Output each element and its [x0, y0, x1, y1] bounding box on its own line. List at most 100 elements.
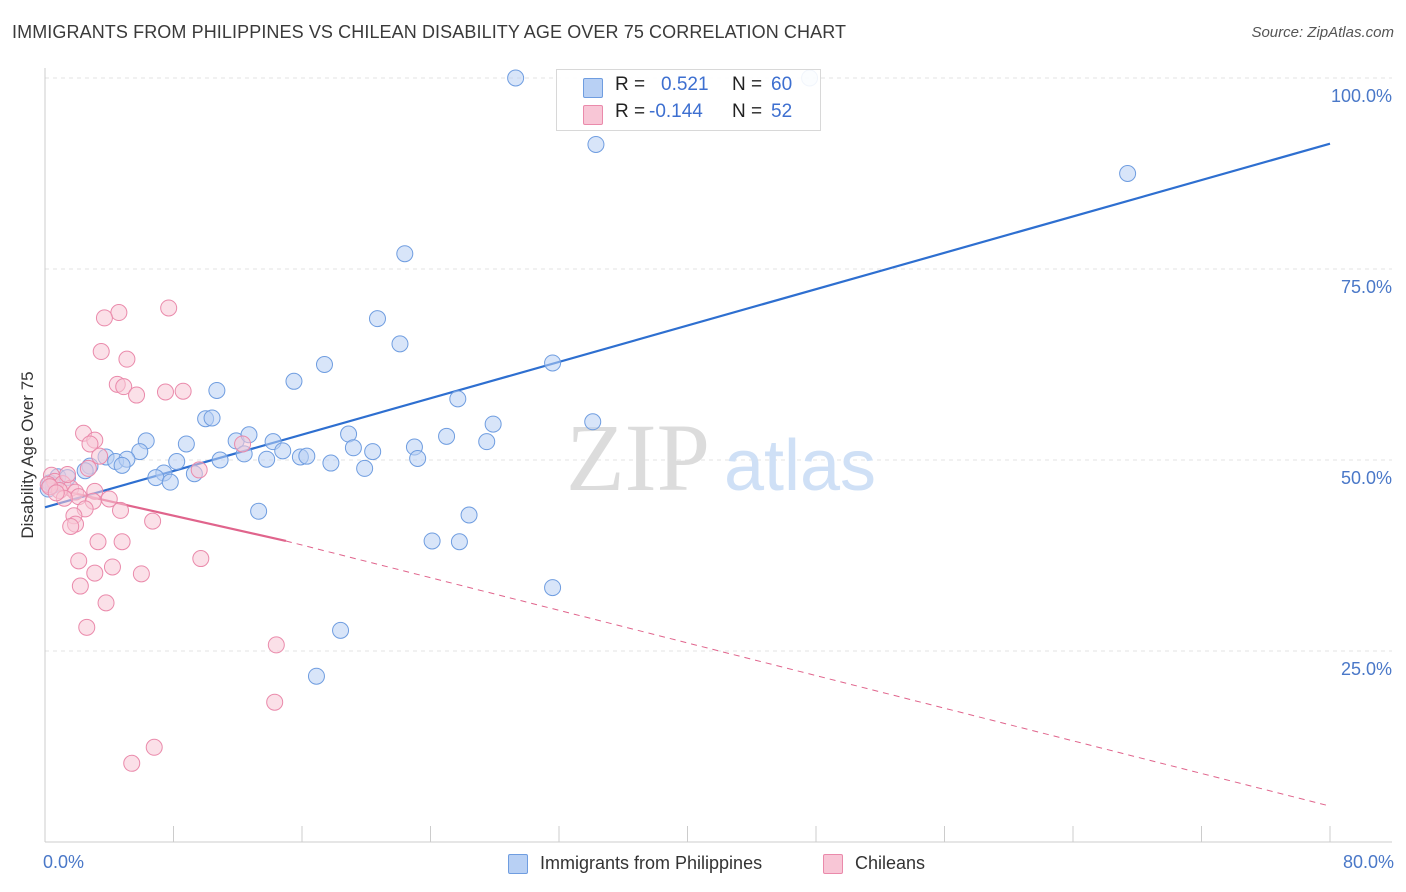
point-philippines: [298, 447, 316, 465]
point-philippines: [113, 456, 131, 474]
stats-box: R = 0.521 N = 60 R = -0.144 N = 52: [556, 69, 821, 131]
point-chileans: [92, 343, 110, 361]
r-label: R =: [615, 74, 646, 95]
point-philippines: [332, 621, 350, 639]
y-tick-label: 50.0%: [1340, 468, 1392, 488]
point-philippines: [147, 469, 165, 487]
point-philippines: [285, 372, 303, 390]
watermark-atlas: atlas: [724, 426, 876, 506]
point-chileans: [144, 512, 162, 530]
point-chileans: [156, 383, 174, 401]
trend-line-philippines: [44, 142, 1331, 509]
point-philippines: [168, 453, 186, 471]
point-chileans: [58, 466, 76, 484]
point-philippines: [1119, 165, 1137, 182]
trend-extension-chileans: [285, 540, 1331, 807]
point-chileans: [91, 447, 109, 465]
point-philippines: [587, 135, 605, 153]
swatch-chileans: [583, 105, 603, 125]
point-philippines: [544, 354, 562, 372]
r-value: -0.144: [649, 101, 703, 122]
point-philippines: [274, 442, 292, 460]
point-chileans: [86, 564, 104, 582]
point-philippines: [368, 310, 386, 328]
point-chileans: [103, 558, 121, 576]
y-tick-label: 75.0%: [1340, 277, 1392, 297]
point-chileans: [70, 552, 88, 570]
point-chileans: [266, 693, 284, 711]
point-philippines: [356, 459, 374, 477]
legend-swatch-philippines: [508, 854, 528, 874]
data-points: [39, 69, 1137, 772]
point-philippines: [423, 532, 441, 550]
point-chileans: [132, 565, 150, 583]
point-chileans: [47, 484, 65, 502]
point-philippines: [438, 427, 456, 445]
point-philippines: [450, 533, 468, 551]
point-philippines: [396, 245, 414, 263]
point-chileans: [81, 435, 99, 453]
point-chileans: [111, 501, 129, 519]
point-chileans: [62, 517, 80, 535]
point-chileans: [95, 309, 113, 327]
point-chileans: [79, 459, 97, 477]
chart-title: IMMIGRANTS FROM PHILIPPINES VS CHILEAN D…: [12, 22, 847, 42]
point-chileans: [174, 382, 192, 400]
r-label: R =: [615, 101, 646, 122]
swatch-philippines: [583, 78, 603, 98]
n-value: 52: [771, 101, 793, 122]
axes: [44, 68, 1392, 843]
point-philippines: [544, 579, 562, 597]
point-philippines: [364, 443, 382, 461]
point-philippines: [391, 335, 409, 353]
x-tick-max: 80.0%: [1342, 852, 1394, 872]
point-chileans: [97, 594, 115, 612]
point-chileans: [71, 577, 89, 595]
point-chileans: [160, 299, 178, 317]
point-philippines: [177, 435, 195, 453]
legend-label-chileans: Chileans: [855, 853, 926, 873]
point-philippines: [507, 69, 525, 87]
y-tick-label: 25.0%: [1340, 659, 1392, 679]
point-philippines: [250, 502, 268, 520]
point-philippines: [478, 433, 496, 451]
point-chileans: [145, 738, 163, 756]
point-philippines: [307, 667, 325, 685]
point-philippines: [211, 451, 229, 469]
point-philippines: [449, 390, 467, 408]
point-chileans: [110, 304, 128, 322]
point-philippines: [322, 454, 340, 472]
point-philippines: [315, 356, 333, 373]
point-chileans: [234, 435, 252, 453]
point-chileans: [113, 533, 131, 551]
legend-swatch-chileans: [823, 854, 843, 874]
r-value: 0.521: [661, 74, 709, 95]
point-philippines: [344, 439, 362, 457]
point-philippines: [258, 450, 276, 468]
point-chileans: [115, 378, 133, 396]
point-philippines: [460, 506, 478, 524]
legend-label-philippines: Immigrants from Philippines: [540, 853, 763, 873]
x-tick-min: 0.0%: [43, 852, 85, 872]
n-label: N =: [732, 101, 763, 122]
point-philippines: [208, 381, 226, 399]
point-chileans: [78, 618, 96, 636]
n-label: N =: [732, 74, 763, 95]
point-chileans: [192, 550, 210, 568]
point-philippines: [409, 449, 427, 467]
point-chileans: [118, 350, 136, 368]
y-tick-label: 100.0%: [1330, 86, 1392, 106]
point-philippines: [584, 413, 602, 431]
point-chileans: [267, 636, 285, 654]
y-axis-label: Disability Age Over 75: [18, 371, 37, 539]
n-value: 60: [771, 74, 793, 95]
point-philippines: [161, 473, 179, 491]
point-chileans: [128, 386, 146, 404]
point-philippines: [484, 415, 502, 433]
grid-lines: [45, 77, 1392, 652]
point-chileans: [89, 533, 107, 551]
source-credit: Source: ZipAtlas.com: [1251, 24, 1394, 41]
point-chileans: [190, 461, 208, 479]
point-chileans: [123, 754, 141, 772]
